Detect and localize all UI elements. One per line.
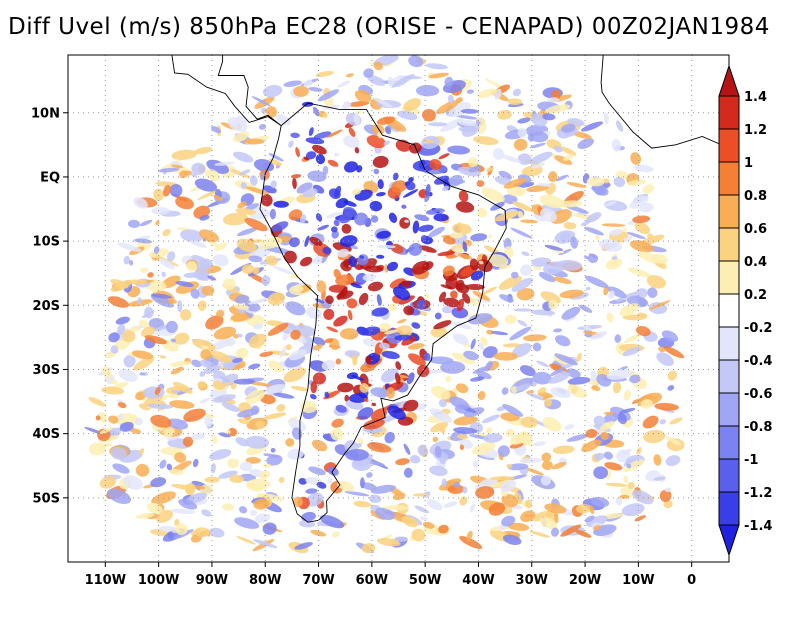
- lon-tick-label: 0: [687, 573, 696, 588]
- colorbar: 1.4 1.2 1 0.8 0.6 0.4 0.2 -0.2 -0.4 -0.6 -0.8 -1 -1.…: [718, 64, 772, 557]
- colorbar-label: -1.2: [744, 486, 772, 501]
- africa-coast: [600, 55, 729, 149]
- colorbar-label: -1: [744, 453, 758, 468]
- lon-tick-label: 20W: [569, 573, 601, 588]
- colorbar-segment: [718, 161, 740, 196]
- colorbar-segment: [718, 425, 740, 460]
- lon-tick-label: 10W: [622, 573, 654, 588]
- south-america-coast: [259, 102, 507, 523]
- map-title: Diff Uvel (m/s) 850hPa EC28 (ORISE - CEN…: [8, 14, 770, 40]
- latitude-labels: 10N EQ 10S 20S 30S 40S 50S: [31, 106, 60, 506]
- colorbar-segment: [718, 326, 740, 361]
- colorbar-label: 1.4: [744, 90, 767, 105]
- coastlines: [171, 55, 729, 523]
- lon-tick-label: 70W: [302, 573, 334, 588]
- colorbar-label: -0.8: [744, 420, 772, 435]
- longitude-labels: 110W 100W 90W 80W 70W 60W 50W 40W 30W 20W 10W 0: [85, 573, 697, 588]
- colorbar-segment: [718, 194, 740, 229]
- colorbar-segment: [718, 293, 740, 328]
- lon-tick-label: 80W: [249, 573, 281, 588]
- colorbar-segment: [718, 458, 740, 493]
- colorbar-label: 0.2: [744, 288, 767, 303]
- lon-tick-label: 90W: [196, 573, 228, 588]
- colorbar-label: 0.8: [744, 189, 767, 204]
- colorbar-segment: [718, 95, 740, 130]
- colorbar-label: 1: [744, 156, 753, 171]
- lat-tick-label: 20S: [33, 299, 60, 314]
- colorbar-segment: [718, 260, 740, 295]
- graticule: [63, 55, 729, 567]
- colorbar-label: -0.4: [744, 354, 772, 369]
- lon-tick-label: 30W: [516, 573, 548, 588]
- lat-tick-label: 10S: [33, 235, 60, 250]
- lat-tick-label: 50S: [33, 491, 60, 506]
- colorbar-segment: [718, 227, 740, 262]
- colorbar-bottom-arrow: [718, 524, 740, 557]
- colorbar-top-arrow: [718, 64, 740, 97]
- anomaly-field: [84, 55, 685, 554]
- lon-tick-label: 60W: [356, 573, 388, 588]
- colorbar-segment: [718, 491, 740, 526]
- lat-tick-label: EQ: [40, 170, 60, 185]
- lat-tick-label: 10N: [31, 106, 60, 121]
- lon-tick-label: 100W: [138, 573, 179, 588]
- colorbar-label: 0.4: [744, 255, 767, 270]
- colorbar-label: 0.6: [744, 222, 767, 237]
- lon-tick-label: 50W: [409, 573, 441, 588]
- lon-tick-label: 40W: [462, 573, 494, 588]
- colorbar-label: -0.6: [744, 387, 772, 402]
- lat-tick-label: 40S: [33, 427, 60, 442]
- colorbar-segment: [718, 392, 740, 427]
- central-america-coast: [171, 55, 282, 126]
- colorbar-segment: [718, 359, 740, 394]
- colorbar-label: -1.4: [744, 519, 772, 534]
- lat-tick-label: 30S: [33, 363, 60, 378]
- lon-tick-label: 110W: [85, 573, 126, 588]
- colorbar-label: -0.2: [744, 321, 772, 336]
- colorbar-segment: [718, 128, 740, 163]
- colorbar-label: 1.2: [744, 123, 767, 138]
